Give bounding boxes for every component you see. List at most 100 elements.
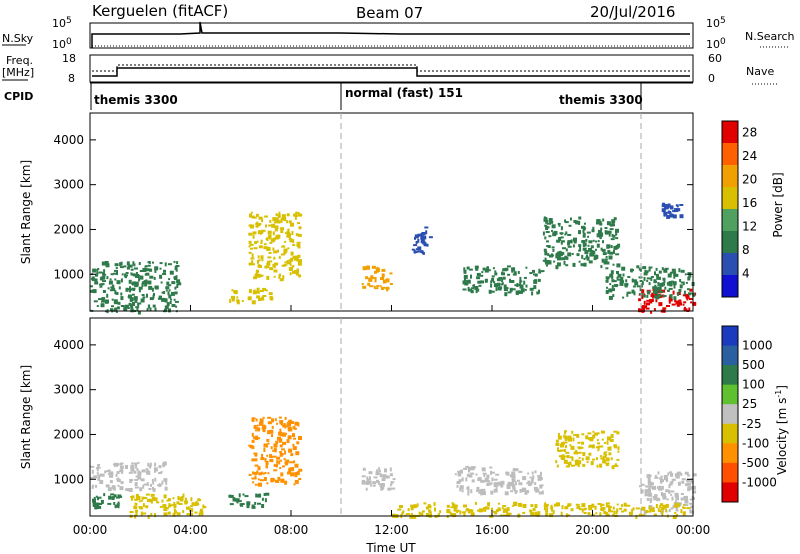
scatter-cell — [605, 502, 610, 505]
scatter-cell — [289, 421, 294, 424]
scatter-cell — [178, 503, 183, 505]
scatter-cell — [143, 483, 148, 486]
scatter-cell — [546, 264, 548, 267]
scatter-cell — [293, 460, 296, 464]
scatter-cell — [437, 513, 440, 518]
scatter-cell — [643, 272, 648, 276]
scatter-cell — [600, 457, 605, 460]
scatter-cell — [690, 510, 694, 514]
scatter-cell — [669, 213, 674, 218]
scatter-cell — [610, 245, 613, 249]
scatter-cell — [544, 259, 547, 263]
scatter-cell — [163, 512, 168, 516]
scatter-cell — [490, 490, 494, 495]
scatter-cell — [385, 475, 390, 479]
scatter-cell — [116, 271, 118, 276]
scatter-cell — [372, 484, 376, 487]
scatter-cell — [177, 497, 182, 501]
scatter-cell — [370, 275, 374, 280]
scatter-cell — [256, 273, 261, 278]
scatter-cell — [287, 429, 292, 432]
scatter-cell — [560, 443, 564, 448]
scatter-cell — [467, 286, 470, 291]
scatter-cell — [249, 243, 254, 246]
scatter-cell — [159, 484, 162, 487]
scatter-cell — [194, 511, 198, 514]
scatter-cell — [251, 505, 256, 509]
scatter-region-3 — [248, 211, 303, 282]
scatter-cell — [294, 421, 299, 426]
scatter-cell — [238, 500, 242, 503]
colorbar-swatch — [722, 187, 738, 210]
scatter-cell — [577, 441, 581, 444]
scatter-cell — [636, 285, 641, 288]
scatter-cell — [576, 433, 580, 438]
scatter-cell — [511, 267, 516, 272]
scatter-cell — [509, 278, 511, 283]
scatter-cell — [158, 465, 162, 469]
scatter-cell — [248, 262, 253, 266]
scatter-cell — [674, 299, 677, 303]
scatter-cell — [154, 477, 157, 482]
scatter-cell — [266, 260, 270, 265]
scatter-cell — [258, 245, 263, 249]
scatter-cell — [605, 504, 608, 508]
scatter-cell — [139, 487, 143, 492]
scatter-cell — [129, 288, 131, 293]
scatter-cell — [565, 462, 569, 465]
scatter-cell — [280, 459, 283, 462]
scatter-cell — [672, 214, 677, 219]
scatter-cell — [668, 299, 671, 304]
scatter-cell — [280, 227, 285, 231]
scatter-cell — [153, 292, 155, 296]
scatter-cell — [102, 272, 105, 275]
scatter-cell — [663, 279, 666, 284]
scatter-cell — [690, 505, 694, 509]
scatter-cell — [668, 204, 671, 207]
x-tick-label: 00:00 — [676, 523, 711, 537]
scatter-cell — [296, 441, 300, 445]
scatter-cell — [260, 255, 264, 260]
scatter-cell — [294, 472, 299, 476]
scatter-cell — [420, 239, 425, 244]
scatter-cell — [283, 423, 286, 426]
scatter-cell — [96, 469, 99, 472]
scatter-cell — [683, 511, 686, 514]
scatter-cell — [474, 501, 477, 505]
scatter-cell — [592, 226, 595, 231]
scatter-cell — [648, 492, 653, 497]
scatter-cell — [564, 430, 567, 435]
scatter-cell — [426, 243, 429, 247]
scatter-cell — [577, 460, 582, 465]
scatter-cell — [152, 486, 154, 490]
scatter-cell — [163, 478, 168, 482]
scatter-cell — [658, 296, 662, 299]
scatter-cell — [578, 244, 582, 248]
scatter-cell — [173, 508, 176, 512]
scatter-cell — [604, 230, 607, 234]
scatter-cell — [91, 277, 94, 281]
scatter-cell — [506, 512, 511, 517]
scatter-cell — [153, 276, 156, 280]
scatter-region-7 — [454, 465, 544, 496]
freq-right-tick-top: 60 — [708, 52, 722, 65]
scatter-cell — [140, 499, 143, 502]
scatter-cell — [669, 207, 673, 210]
scatter-cell — [252, 234, 255, 239]
scatter-cell — [647, 290, 650, 295]
scatter-cell — [475, 266, 479, 271]
scatter-cell — [294, 463, 299, 468]
scatter-cell — [374, 270, 377, 274]
scatter-cell — [264, 243, 267, 246]
scatter-cell — [165, 480, 168, 485]
scatter-cell — [253, 247, 258, 250]
scatter-cell — [376, 479, 379, 483]
scatter-cell — [134, 298, 138, 303]
scatter-cell — [465, 477, 468, 482]
scatter-cell — [271, 425, 274, 429]
scatter-cell — [649, 301, 653, 304]
scatter-cell — [669, 205, 674, 208]
scatter-cell — [371, 276, 376, 279]
freq-right-tick-bottom: 0 — [708, 72, 715, 85]
scatter-cell — [674, 505, 678, 508]
